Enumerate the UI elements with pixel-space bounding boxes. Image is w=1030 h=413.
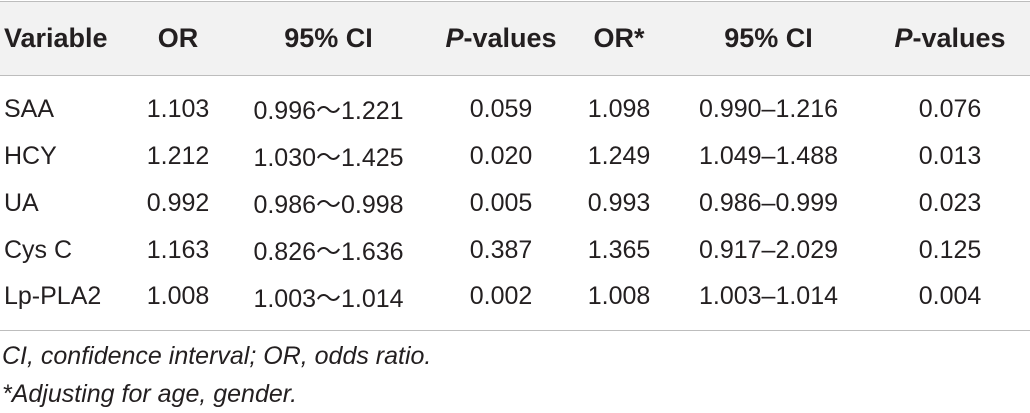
cell-p-value: 0.387 bbox=[469, 235, 533, 264]
table-header: Variable OR 95% CI P-values OR* 95% CI P… bbox=[0, 1, 1030, 76]
cell-variable: Cys C bbox=[4, 235, 73, 264]
cell-or-adjusted: 1.249 bbox=[587, 141, 651, 170]
cell-variable: Lp-PLA2 bbox=[4, 282, 102, 311]
cell-or-adjusted: 0.993 bbox=[587, 188, 651, 217]
footnote-abbreviations: CI, confidence interval; OR, odds ratio. bbox=[2, 342, 432, 370]
header-or: OR bbox=[157, 23, 199, 53]
cell-ci-adjusted: 0.990–1.216 bbox=[698, 94, 839, 123]
header-p-values: P-values bbox=[431, 2, 571, 76]
table-row: UA 0.992 0.986～0.998 0.005 0.993 0.986–0… bbox=[0, 180, 1030, 227]
cell-or: 1.212 bbox=[146, 141, 210, 170]
cell-p-value-adjusted: 0.076 bbox=[918, 94, 982, 123]
cell-ci-adjusted: 1.049–1.488 bbox=[698, 141, 839, 170]
cell-or: 1.163 bbox=[146, 235, 210, 264]
table-row: Cys C 1.163 0.826～1.636 0.387 1.365 0.91… bbox=[0, 227, 1030, 274]
table-row: SAA 1.103 0.996～1.221 0.059 1.098 0.990–… bbox=[0, 76, 1030, 133]
odds-ratio-table: Variable OR 95% CI P-values OR* 95% CI P… bbox=[0, 1, 1030, 331]
footnote-adjustment: *Adjusting for age, gender. bbox=[2, 380, 298, 408]
table-row: Lp-PLA2 1.008 1.003～1.014 0.002 1.008 1.… bbox=[0, 274, 1030, 331]
cell-variable: SAA bbox=[4, 94, 55, 123]
cell-ci: 1.003～1.014 bbox=[253, 284, 404, 313]
cell-p-value: 0.020 bbox=[469, 141, 533, 170]
cell-ci-adjusted: 1.003–1.014 bbox=[698, 282, 839, 311]
cell-or: 1.103 bbox=[146, 94, 210, 123]
cell-ci: 0.986～0.998 bbox=[253, 191, 404, 219]
cell-p-value: 0.002 bbox=[469, 282, 533, 311]
header-variable: Variable bbox=[4, 23, 108, 53]
cell-p-value-adjusted: 0.004 bbox=[918, 282, 982, 311]
header-ci: 95% CI bbox=[284, 23, 373, 53]
cell-ci: 1.030～1.425 bbox=[253, 144, 404, 172]
cell-or-adjusted: 1.008 bbox=[587, 282, 651, 311]
cell-ci-adjusted: 0.917–2.029 bbox=[698, 235, 839, 264]
cell-or-adjusted: 1.098 bbox=[587, 94, 651, 123]
cell-p-value-adjusted: 0.125 bbox=[918, 235, 982, 264]
cell-p-value-adjusted: 0.013 bbox=[918, 141, 982, 170]
table-body: SAA 1.103 0.996～1.221 0.059 1.098 0.990–… bbox=[0, 76, 1030, 331]
cell-p-value: 0.059 bbox=[469, 94, 533, 123]
cell-ci: 0.826～1.636 bbox=[253, 238, 404, 266]
cell-p-value: 0.005 bbox=[469, 188, 533, 217]
cell-or: 0.992 bbox=[146, 188, 210, 217]
cell-ci: 0.996～1.221 bbox=[253, 97, 404, 126]
header-p-adj-letter: P bbox=[894, 23, 913, 53]
cell-variable: HCY bbox=[4, 141, 57, 170]
cell-or: 1.008 bbox=[146, 282, 210, 311]
table-footnotes: CI, confidence interval; OR, odds ratio.… bbox=[2, 337, 431, 413]
header-p-adj-suffix: -values bbox=[912, 23, 1006, 53]
table-row: HCY 1.212 1.030～1.425 0.020 1.249 1.049–… bbox=[0, 133, 1030, 180]
header-row: Variable OR 95% CI P-values OR* 95% CI P… bbox=[0, 1, 1030, 76]
header-or-adjusted: OR* bbox=[593, 23, 645, 53]
header-p-letter: P bbox=[445, 23, 464, 53]
cell-ci-adjusted: 0.986–0.999 bbox=[698, 188, 839, 217]
cell-variable: UA bbox=[4, 188, 39, 217]
header-p-values-adjusted: P-values bbox=[870, 2, 1030, 76]
cell-or-adjusted: 1.365 bbox=[587, 235, 651, 264]
header-p-suffix: -values bbox=[463, 23, 557, 53]
header-ci-adjusted: 95% CI bbox=[724, 23, 813, 53]
cell-p-value-adjusted: 0.023 bbox=[918, 188, 982, 217]
